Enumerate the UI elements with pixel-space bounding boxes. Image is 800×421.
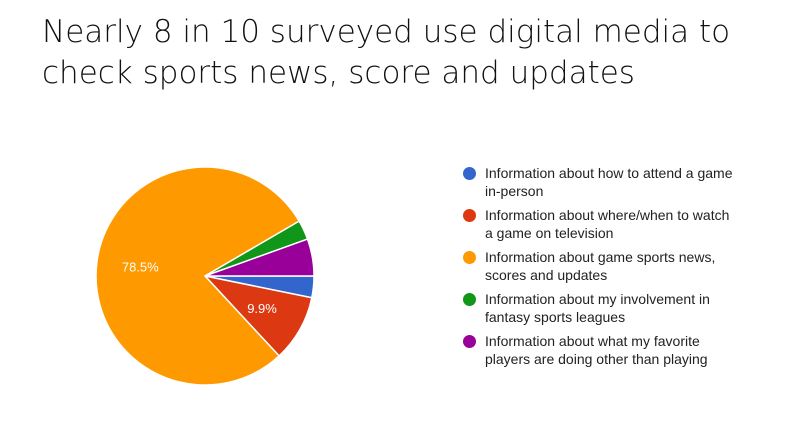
legend-item-attend-in-person: Information about how to attend a game i… [463,164,783,206]
legend-label-sports-news-scores: Information about game sports news, scor… [485,249,716,283]
pie-slice-favorite-players [204,238,315,277]
legend-item-watch-on-television: Information about where/when to watch a … [463,206,783,248]
legend-item-sports-news-scores: Information about game sports news, scor… [463,248,783,290]
chart-title-line-2: check sports news, score and updates [42,55,635,91]
pie-data-label-sports-news-scores: 78.5% [122,259,159,274]
legend-item-fantasy-sports: Information about my involvement in fant… [463,290,783,332]
legend-label-favorite-players: Information about what my favorite playe… [485,333,708,367]
legend-label-fantasy-sports: Information about my involvement in fant… [485,291,710,325]
legend-label-watch-on-television: Information about where/when to watch a … [485,207,730,241]
chart-title: Nearly 8 in 10 surveyed use digital medi… [42,12,772,94]
legend-item-favorite-players: Information about what my favorite playe… [463,332,783,374]
chart-legend: Information about how to attend a game i… [463,164,783,374]
legend-swatch-watch-on-television [463,209,476,222]
legend-swatch-fantasy-sports [463,293,476,306]
legend-swatch-favorite-players [463,335,476,348]
pie-slice-sports-news-scores [95,166,301,386]
legend-label-attend-in-person: Information about how to attend a game i… [485,165,733,199]
pie-data-label-watch-on-television: 9.9% [247,301,277,316]
legend-swatch-attend-in-person [463,167,476,180]
chart-title-line-1: Nearly 8 in 10 surveyed use digital medi… [42,14,731,50]
legend-swatch-sports-news-scores [463,251,476,264]
